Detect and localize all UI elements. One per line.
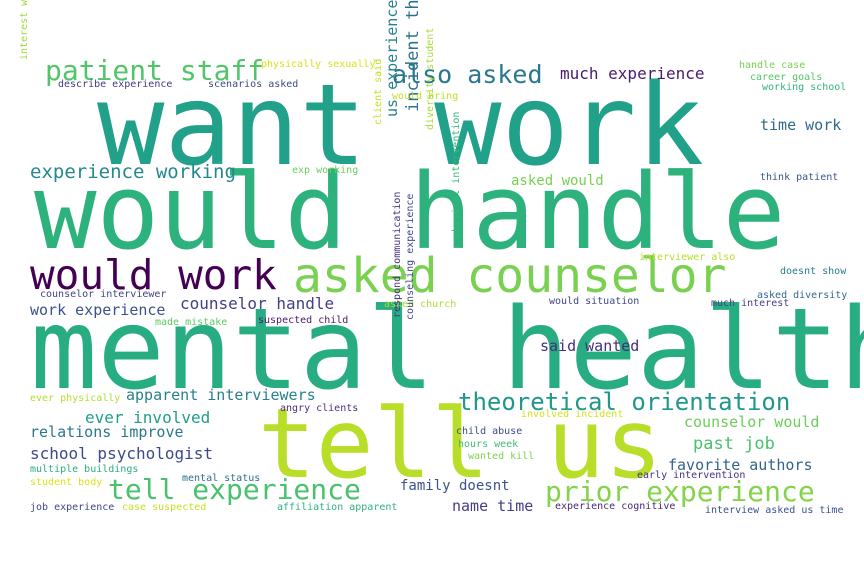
word: name time bbox=[452, 497, 534, 515]
word: job experience bbox=[30, 502, 115, 513]
word: early intervention bbox=[637, 470, 746, 481]
word: would handle bbox=[34, 151, 786, 273]
word: said wanted bbox=[540, 337, 640, 355]
word: past job bbox=[693, 434, 775, 454]
word: want work bbox=[97, 61, 704, 191]
word: theoretical orientation bbox=[458, 388, 791, 416]
word: physically sexually bbox=[261, 59, 376, 70]
word: ever physically bbox=[30, 393, 121, 404]
word: scenarios asked bbox=[208, 79, 299, 90]
word: involved incident bbox=[521, 409, 624, 420]
word: describe experience bbox=[58, 79, 173, 90]
word: doesnt show bbox=[780, 266, 847, 277]
word: mental status bbox=[182, 473, 261, 484]
word: wanted kill bbox=[468, 451, 535, 462]
word: experience cognitive bbox=[555, 501, 676, 512]
word: client said bbox=[373, 58, 384, 125]
word: mental health bbox=[30, 285, 864, 415]
word: apparent interviewers bbox=[126, 386, 316, 404]
word: handle case bbox=[739, 60, 806, 71]
word: diversity student bbox=[425, 27, 436, 130]
word: suspected child bbox=[258, 315, 349, 326]
word: favorite authors bbox=[668, 456, 813, 474]
word: counselor interviewer bbox=[40, 289, 167, 300]
word: hours week bbox=[458, 439, 519, 450]
word: tell experience bbox=[108, 473, 361, 506]
word: prior experience bbox=[545, 475, 815, 508]
word: patient staff bbox=[45, 54, 265, 87]
word: think patient bbox=[760, 172, 839, 183]
word: counselor would bbox=[684, 413, 820, 431]
word: much interest bbox=[711, 298, 790, 309]
word: student body bbox=[30, 477, 103, 488]
word: respond communication bbox=[392, 191, 403, 318]
word: physical intervention bbox=[451, 111, 462, 238]
word: would bring bbox=[392, 91, 459, 102]
word: child abuse bbox=[456, 426, 523, 437]
word: time work bbox=[760, 116, 842, 134]
word: made mistake bbox=[155, 317, 228, 328]
word: exp working bbox=[292, 165, 359, 176]
word: working school bbox=[762, 82, 847, 93]
word: multiple buildings bbox=[30, 464, 139, 475]
word: would situation bbox=[549, 296, 640, 307]
word: much experience bbox=[560, 64, 705, 83]
word: ever involved bbox=[85, 408, 211, 427]
word: relations improve bbox=[30, 423, 184, 441]
word: asked church bbox=[384, 299, 457, 310]
word: interest working bbox=[19, 0, 30, 60]
word: counselor handle bbox=[180, 294, 335, 313]
word: school psychologist bbox=[30, 444, 214, 463]
word: asked would bbox=[511, 173, 604, 189]
word: asked diversity bbox=[757, 290, 848, 301]
word: affiliation apparent bbox=[277, 502, 398, 513]
word: tell us bbox=[258, 388, 663, 500]
word: counseling experience bbox=[405, 193, 416, 320]
word: family doesnt bbox=[400, 478, 510, 494]
word: interview asked us time bbox=[705, 505, 844, 516]
word: angry clients bbox=[280, 403, 359, 414]
word: work experience bbox=[30, 301, 166, 319]
word: interviewer also bbox=[639, 252, 736, 263]
word: asked counselor bbox=[293, 248, 727, 304]
word: also asked bbox=[392, 60, 543, 89]
word: case suspected bbox=[122, 502, 207, 513]
word: would work bbox=[30, 251, 277, 299]
word: experience working bbox=[30, 161, 236, 183]
word: career goals bbox=[750, 72, 823, 83]
